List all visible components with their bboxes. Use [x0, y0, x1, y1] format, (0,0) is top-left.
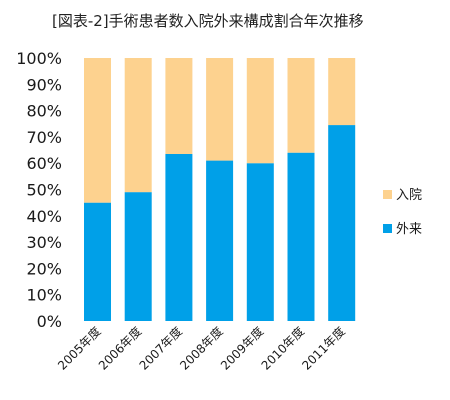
x-tick-label: 2011年度: [299, 324, 348, 373]
bar-outpatient-0: [84, 202, 111, 321]
x-tick-label: 2010年度: [258, 324, 307, 373]
bar-outpatient-1: [124, 192, 152, 321]
legend-item-outpatient-label: 外来: [396, 222, 422, 237]
y-tick-label: 90%: [26, 75, 62, 94]
y-tick-label: 70%: [26, 128, 62, 147]
bar-inpatient-4: [246, 58, 274, 164]
bar-inpatient-6: [328, 58, 356, 126]
x-tick-label: 2006年度: [95, 324, 144, 373]
bar-inpatient-3: [206, 58, 234, 161]
y-axis: 0% 10% 20% 30% 40% 50% 60% 70% 80% 90% 100%: [16, 49, 62, 331]
bar-inpatient-2: [165, 58, 193, 154]
y-tick-label: 10%: [26, 286, 62, 305]
y-tick-label: 30%: [26, 233, 62, 252]
y-tick-label: 50%: [26, 181, 62, 200]
y-tick-label: 80%: [26, 102, 62, 121]
bar-inpatient-5: [287, 58, 315, 153]
x-tick-label: 2008年度: [177, 324, 226, 373]
legend-item-inpatient-label: 入院: [396, 188, 422, 203]
y-tick-label: 0%: [37, 312, 62, 331]
bar-outpatient-6: [328, 125, 356, 321]
y-tick-label: 100%: [16, 49, 62, 68]
bar-inpatient-1: [124, 58, 152, 193]
bars: [84, 58, 356, 321]
x-tick-label: 2007年度: [136, 324, 185, 373]
legend: 入院外来: [383, 188, 422, 237]
legend-item-outpatient-swatch: [383, 224, 392, 233]
chart-title: [図表-2]手術患者数入院外来構成割合年次推移: [52, 12, 364, 30]
x-tick-label: 2009年度: [217, 324, 266, 373]
bar-outpatient-5: [287, 152, 315, 321]
y-tick-label: 60%: [26, 154, 62, 173]
legend-item-inpatient-swatch: [383, 190, 392, 199]
x-axis: 2005年度2006年度2007年度2008年度2009年度2010年度2011…: [54, 324, 347, 373]
y-tick-label: 20%: [26, 259, 62, 278]
y-tick-label: 40%: [26, 207, 62, 226]
bar-outpatient-3: [206, 160, 234, 321]
bar-outpatient-4: [246, 163, 274, 321]
bar-outpatient-2: [165, 153, 193, 321]
bar-inpatient-0: [84, 58, 111, 203]
